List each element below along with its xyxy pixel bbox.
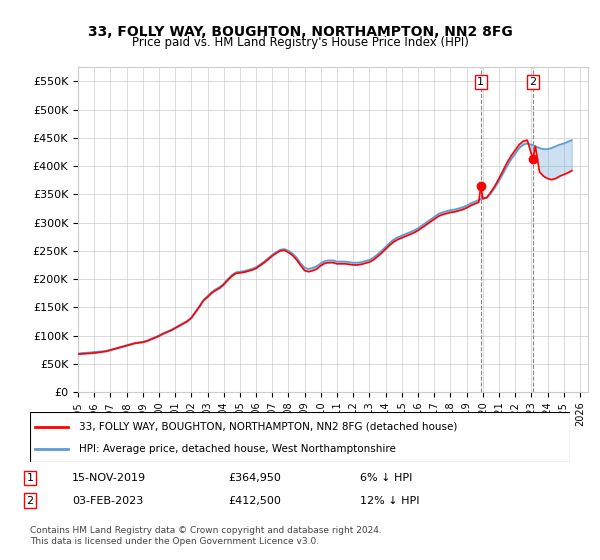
Text: 33, FOLLY WAY, BOUGHTON, NORTHAMPTON, NN2 8FG: 33, FOLLY WAY, BOUGHTON, NORTHAMPTON, NN…: [88, 25, 512, 39]
Text: 03-FEB-2023: 03-FEB-2023: [72, 496, 143, 506]
Text: 33, FOLLY WAY, BOUGHTON, NORTHAMPTON, NN2 8FG (detached house): 33, FOLLY WAY, BOUGHTON, NORTHAMPTON, NN…: [79, 422, 457, 432]
Text: £412,500: £412,500: [228, 496, 281, 506]
Text: HPI: Average price, detached house, West Northamptonshire: HPI: Average price, detached house, West…: [79, 445, 395, 454]
Text: 2: 2: [26, 496, 34, 506]
Text: Contains HM Land Registry data © Crown copyright and database right 2024.
This d: Contains HM Land Registry data © Crown c…: [30, 526, 382, 546]
Text: 1: 1: [478, 77, 484, 87]
Text: 15-NOV-2019: 15-NOV-2019: [72, 473, 146, 483]
FancyBboxPatch shape: [30, 412, 570, 462]
Text: 1: 1: [26, 473, 34, 483]
Text: £364,950: £364,950: [228, 473, 281, 483]
Text: 6% ↓ HPI: 6% ↓ HPI: [360, 473, 412, 483]
Text: 2: 2: [529, 77, 536, 87]
Text: 12% ↓ HPI: 12% ↓ HPI: [360, 496, 419, 506]
Text: Price paid vs. HM Land Registry's House Price Index (HPI): Price paid vs. HM Land Registry's House …: [131, 36, 469, 49]
